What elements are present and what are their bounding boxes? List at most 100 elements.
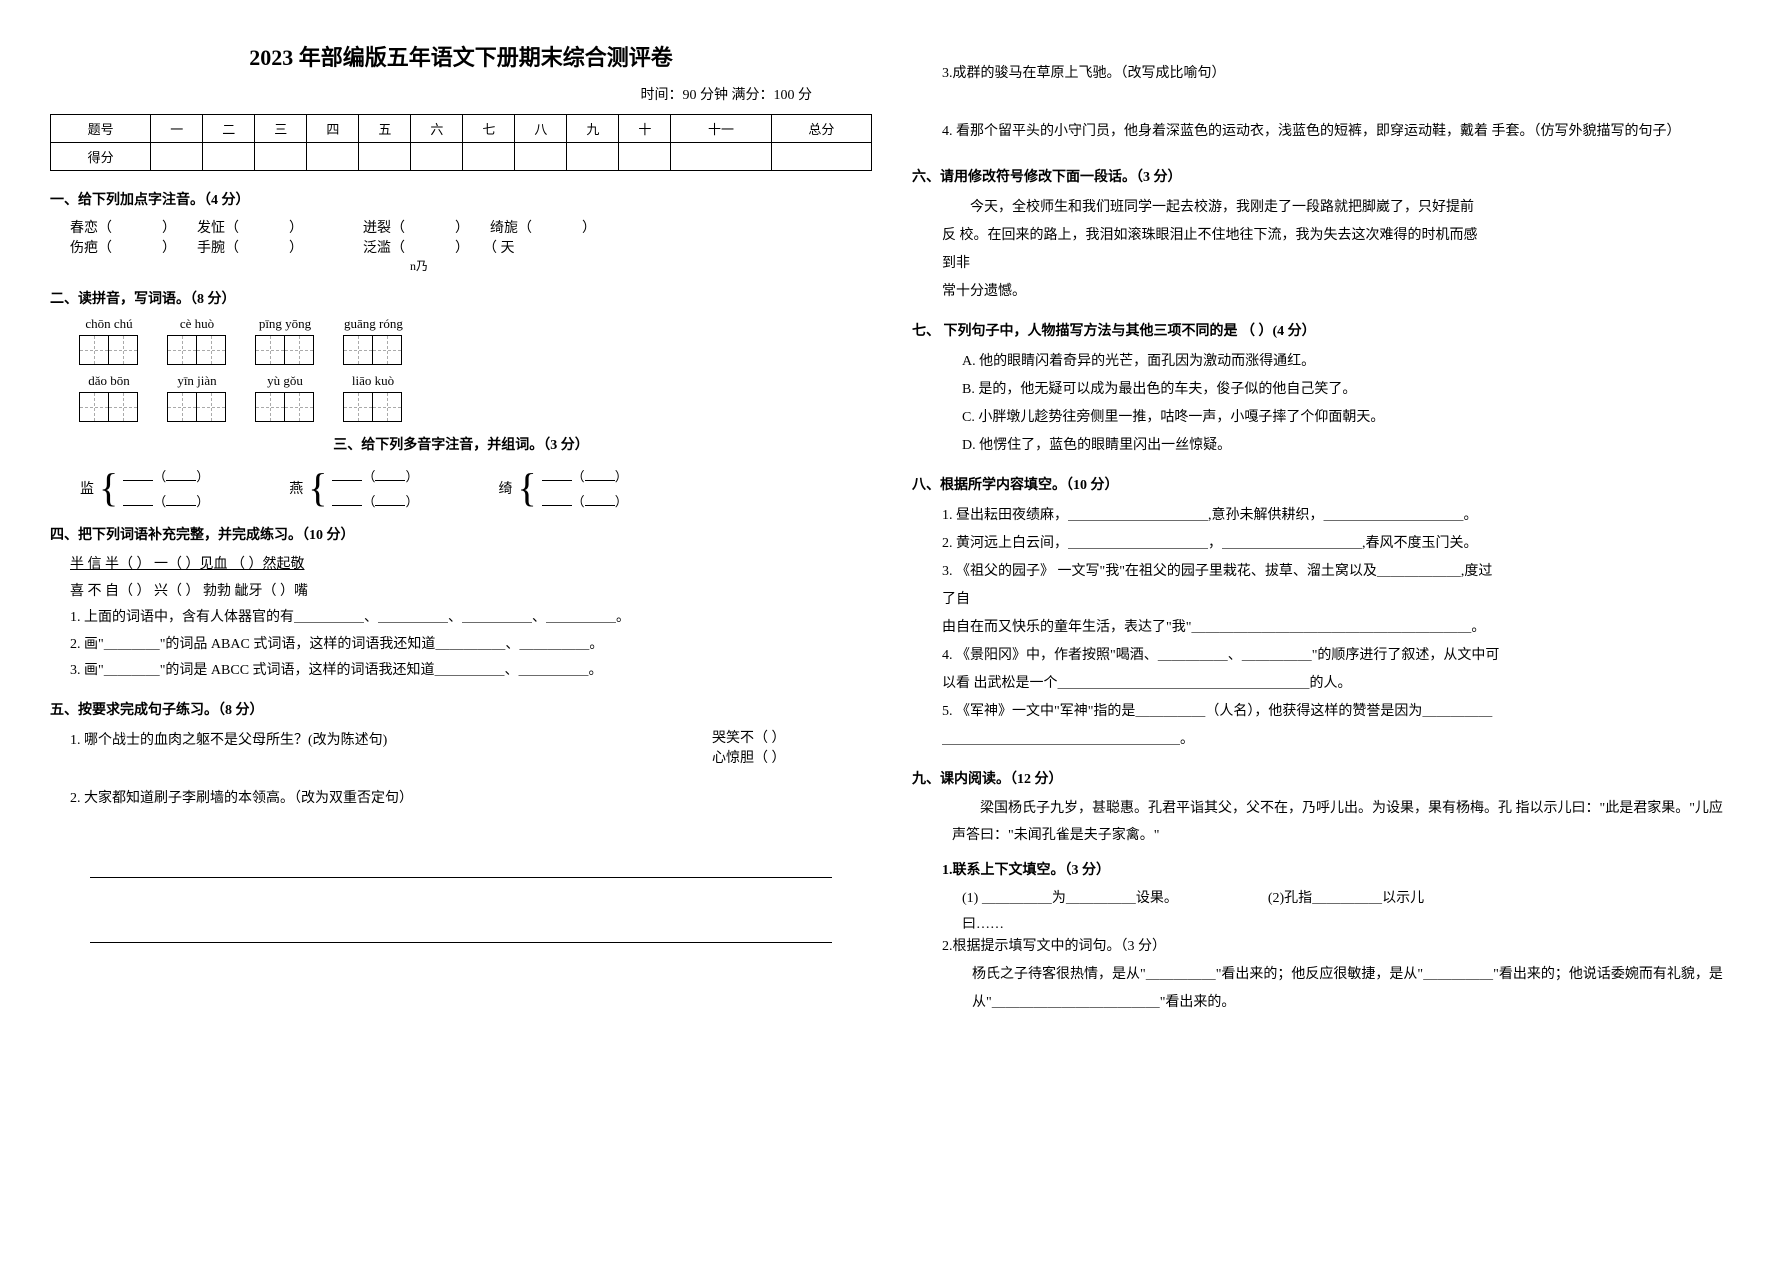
brace-char: 燕 — [289, 478, 303, 498]
left-column: 2023 年部编版五年语文下册期末综合测评卷 时间：90 分钟 满分：100 分… — [50, 40, 872, 1240]
section-6-head: 六、请用修改符号修改下面一段话。（3 分） — [912, 166, 1734, 186]
brace-icon: { — [99, 468, 118, 508]
section-9-head: 九、课内阅读。（12 分） — [912, 768, 1734, 788]
char-box — [284, 335, 314, 365]
s1-row1: 春恋（） 发怔（） 伤疤（） 手腕（） 迸裂（） 绮旎（） 泛滥（） （ 天 — [70, 217, 872, 257]
page-title: 2023 年部编版五年语文下册期末综合测评卷 — [50, 40, 872, 72]
right-column: 3.成群的骏马在草原上飞驰。（改写成比喻句） 4. 看那个留平头的小守门员，他身… — [912, 40, 1734, 1240]
pinyin-label: yù gǒu — [256, 373, 314, 389]
pinyin-group: yīn jiàn — [168, 373, 226, 422]
pinyin-label: guāng róng — [344, 316, 403, 332]
s5-q2: 2. 大家都知道刷子李刷墙的本领高。（改为双重否定句） — [70, 785, 872, 813]
s8-item: 2. 黄河远上白云间，＿＿＿＿＿＿＿＿＿＿，＿＿＿＿＿＿＿＿＿＿,春风不度玉门关… — [942, 530, 1734, 558]
score-header-cell: 四 — [307, 115, 359, 143]
brace-item: 监{（）（） — [80, 466, 209, 510]
s4-l0: 半 信 半（ ） 一（ ）见血 （ ）然起敬 — [70, 557, 305, 572]
s1-w3: 迸裂 — [363, 221, 391, 236]
s6-p4: 常十分遗憾。 — [942, 278, 1734, 306]
score-header-cell: 九 — [567, 115, 619, 143]
section-2-head: 二、读拼音，写词语。（8 分） — [50, 288, 872, 308]
char-box — [372, 335, 402, 365]
s9-sub1-1: (1) ＿＿＿＿＿为＿＿＿＿＿设果。 — [962, 885, 1178, 913]
s5-q3: 3.成群的骏马在草原上飞驰。（改写成比喻句） — [942, 60, 1734, 88]
char-box — [196, 392, 226, 422]
section-1-head: 一、给下列加点字注音。（4 分） — [50, 189, 872, 209]
char-box — [79, 335, 109, 365]
score-header-cell: 题号 — [51, 115, 151, 143]
score-empty-cell — [203, 143, 255, 171]
s9-passage: 梁国杨氏子九岁，甚聪惠。孔君平诣其父，父不在，乃呼儿出。为设果，果有杨梅。孔 指… — [952, 796, 1734, 849]
pinyin-label: yīn jiàn — [168, 373, 226, 389]
score-empty-cell — [463, 143, 515, 171]
score-header-cell: 七 — [463, 115, 515, 143]
s4-l4: 3. 画"＿＿＿＿"的词是 ABCC 式词语，这样的词语我还知道＿＿＿＿＿、＿＿… — [70, 658, 872, 685]
essay-line-1 — [90, 843, 832, 878]
s4-l1: 喜 不 自（ ） 兴（ ） 勃勃 龇牙（ ）嘴 — [70, 579, 872, 606]
char-box — [343, 392, 373, 422]
s8-item: 5. 《军神》一文中"军神"指的是＿＿＿＿＿（人名），他获得这样的赞誉是因为＿＿… — [942, 698, 1734, 726]
s9-sub1-3: 曰…… — [962, 913, 1734, 933]
char-box — [108, 392, 138, 422]
pinyin-label: chōn chú — [80, 316, 138, 332]
section-7-head: 七、 下列句子中，人物描写方法与其他三项不同的是 （ ）(4 分） — [912, 320, 1734, 340]
score-empty-cell — [411, 143, 463, 171]
s7-c: C. 小胖墩儿趁势往旁侧里一推，咕咚一声，小嘎子摔了个仰面朝天。 — [962, 404, 1734, 432]
pinyin-group: dǎo bōn — [80, 373, 138, 422]
section-4-head: 四、把下列词语补充完整，并完成练习。（10 分） — [50, 524, 872, 544]
s6-p2: 反 校。在回来的路上，我泪如滚珠眼泪止不住地往下流，我为失去这次难得的时机而感 — [942, 222, 1734, 250]
brace-item: 燕{（）（） — [289, 466, 418, 510]
score-header-cell: 八 — [515, 115, 567, 143]
pinyin-label: cè huò — [168, 316, 226, 332]
score-empty-cell — [619, 143, 671, 171]
s4-l3: 2. 画"＿＿＿＿"的词品 ABAC 式词语，这样的词语我还知道＿＿＿＿＿、＿＿… — [70, 632, 872, 659]
page-subtitle: 时间：90 分钟 满分：100 分 — [50, 84, 872, 104]
pinyin-group: cè huò — [168, 316, 226, 365]
score-empty-cell — [515, 143, 567, 171]
score-empty-cell — [771, 143, 871, 171]
pinyin-label: dǎo bōn — [80, 373, 138, 389]
score-header-cell: 十 — [619, 115, 671, 143]
pinyin-group: guāng róng — [344, 316, 403, 365]
s9-sub1-2: (2)孔指＿＿＿＿＿以示儿 — [1268, 885, 1424, 913]
score-empty-cell: 得分 — [51, 143, 151, 171]
score-header-cell: 三 — [255, 115, 307, 143]
score-table: 题号一二三四五六七八九十十一总分 得分 — [50, 114, 872, 171]
s6-p3: 到非 — [942, 250, 1734, 278]
section-5-head: 五、按要求完成句子练习。（8 分） — [50, 699, 872, 719]
s4-l2: 1. 上面的词语中，含有人体器官的有＿＿＿＿＿、＿＿＿＿＿、＿＿＿＿＿、＿＿＿＿… — [70, 605, 872, 632]
score-empty-cell — [671, 143, 771, 171]
s1-w7: 泛滥 — [363, 241, 391, 256]
s1-w6: 手腕 — [197, 241, 225, 256]
s1-w8: （ 天 — [490, 241, 515, 256]
char-box — [255, 392, 285, 422]
char-box — [343, 335, 373, 365]
s1-w2: 发怔 — [197, 221, 225, 236]
score-empty-cell — [255, 143, 307, 171]
s8-item: 以看 出武松是一个＿＿＿＿＿＿＿＿＿＿＿＿＿＿＿＿＿＿的人。 — [942, 670, 1734, 698]
s6-p1: 今天，全校师生和我们班同学一起去校游，我刚走了一段路就把脚崴了，只好提前 — [942, 194, 1734, 222]
score-empty-cell — [567, 143, 619, 171]
pinyin-label: liāo kuò — [344, 373, 402, 389]
section-8-head: 八、根据所学内容填空。（10 分） — [912, 474, 1734, 494]
score-empty-cell — [307, 143, 359, 171]
pinyin-group: pīng yōng — [256, 316, 314, 365]
char-box — [196, 335, 226, 365]
char-box — [255, 335, 285, 365]
brace-icon: { — [308, 468, 327, 508]
score-header-cell: 五 — [359, 115, 411, 143]
brace-char: 绮 — [498, 478, 512, 498]
essay-line-2 — [90, 908, 832, 943]
s1-tail: n乃 — [410, 257, 872, 274]
s5-q1r1: 哭笑不（ ） — [712, 727, 872, 747]
char-box — [167, 335, 197, 365]
pinyin-group: chōn chú — [80, 316, 138, 365]
brace-icon: { — [517, 468, 536, 508]
s1-w1: 春恋 — [70, 221, 98, 236]
s8-item: 1. 昼出耘田夜绩麻，＿＿＿＿＿＿＿＿＿＿,意孙未解供耕织，＿＿＿＿＿＿＿＿＿＿… — [942, 502, 1734, 530]
s7-d: D. 他愣住了，蓝色的眼睛里闪出一丝惊疑。 — [962, 432, 1734, 460]
s5-q1: 1. 哪个战士的血肉之躯不是父母所生？(改为陈述句) — [70, 727, 712, 767]
char-box — [79, 392, 109, 422]
s9-sub2-head: 2.根据提示填写文中的词句。（3 分） — [942, 933, 1734, 961]
score-empty-cell — [359, 143, 411, 171]
char-box — [284, 392, 314, 422]
